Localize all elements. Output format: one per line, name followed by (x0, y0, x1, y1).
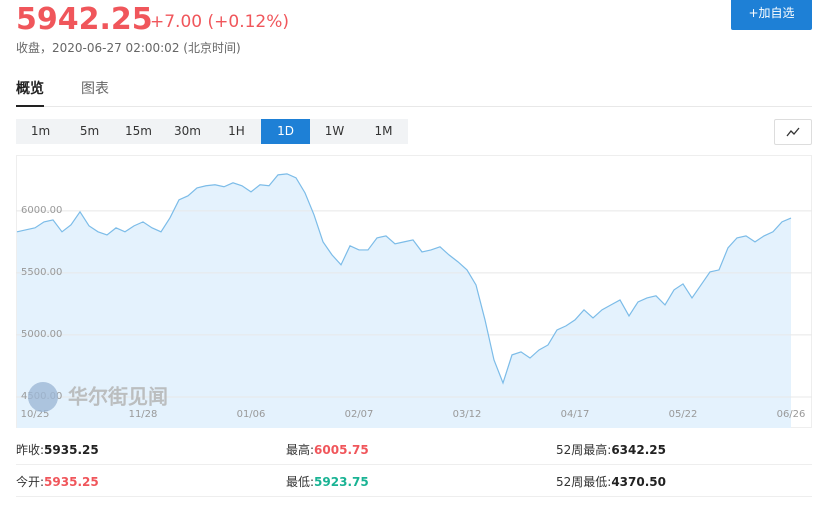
chart-icon (786, 127, 800, 137)
stat-value: 5935.25 (44, 443, 99, 457)
range-button[interactable]: 15m (125, 124, 152, 138)
stat-label: 今开: (16, 475, 45, 489)
x-tick-label: 06/26 (777, 409, 806, 420)
range-button[interactable]: 1D (261, 119, 310, 144)
stat-value: 4370.50 (611, 475, 666, 489)
stat-label: 52周最高: (556, 443, 612, 457)
stat-value: 6342.25 (611, 443, 666, 457)
tabs: 概览 图表 (16, 78, 812, 107)
stat-label: 最高: (286, 443, 315, 457)
x-tick-label: 03/12 (453, 409, 482, 420)
x-tick-label: 01/06 (237, 409, 266, 420)
x-tick-label: 10/25 (21, 409, 50, 420)
x-tick-label: 05/22 (669, 409, 698, 420)
stat: 52周最高:6342.25 (556, 441, 666, 458)
timestamp: 收盘，2020-06-27 02:00:02 (北京时间) (16, 41, 241, 55)
range-button[interactable]: 1m (30, 124, 51, 138)
watermark-logo (28, 382, 58, 412)
stat-value: 6005.75 (314, 443, 369, 457)
stat: 昨收:5935.25 (16, 441, 99, 458)
stats-row: 今开:5935.25 最低:5923.75 52周最低:4370.50 (16, 465, 812, 497)
watermark: 华尔街见闻 (68, 385, 168, 409)
stat-value: 5923.75 (314, 475, 369, 489)
stat: 今开:5935.25 (16, 473, 99, 490)
stat: 最低:5923.75 (286, 473, 369, 490)
stat: 52周最低:4370.50 (556, 473, 666, 490)
tab[interactable]: 概览 (16, 78, 44, 107)
stat-value: 5935.25 (44, 475, 99, 489)
price-line (16, 173, 792, 385)
stat-label: 昨收: (16, 443, 45, 457)
x-tick-label: 04/17 (561, 409, 590, 420)
y-tick-label: 5500.00 (21, 267, 62, 278)
stat-label: 52周最低: (556, 475, 612, 489)
add-watchlist-button[interactable]: +加自选 (731, 0, 812, 30)
y-tick-label: 6000.00 (21, 205, 62, 216)
range-button[interactable]: 5m (79, 124, 100, 138)
x-tick-label: 11/28 (129, 409, 158, 420)
stat-label: 最低: (286, 475, 315, 489)
price: 5942.25 (16, 2, 153, 37)
price-change: +7.00 (+0.12%) (150, 12, 290, 32)
y-tick-label: 5000.00 (21, 329, 62, 340)
stat: 最高:6005.75 (286, 441, 369, 458)
stats-row: 昨收:5935.25 最高:6005.75 52周最高:6342.25 (16, 433, 812, 465)
range-button[interactable]: 1H (228, 124, 245, 138)
range-button[interactable]: 1M (374, 124, 393, 138)
range-selector: 1m 5m 15m 30m 1H 1D 1W 1M (16, 119, 408, 144)
area (17, 173, 791, 428)
chart: 4500.005000.005500.006000.0010/2511/2801… (16, 155, 812, 428)
x-tick-label: 02/07 (345, 409, 374, 420)
range-button[interactable]: 30m (174, 124, 201, 138)
range-button[interactable]: 1W (324, 124, 345, 138)
tab[interactable]: 图表 (81, 81, 109, 97)
chart-type-button[interactable] (774, 119, 812, 145)
